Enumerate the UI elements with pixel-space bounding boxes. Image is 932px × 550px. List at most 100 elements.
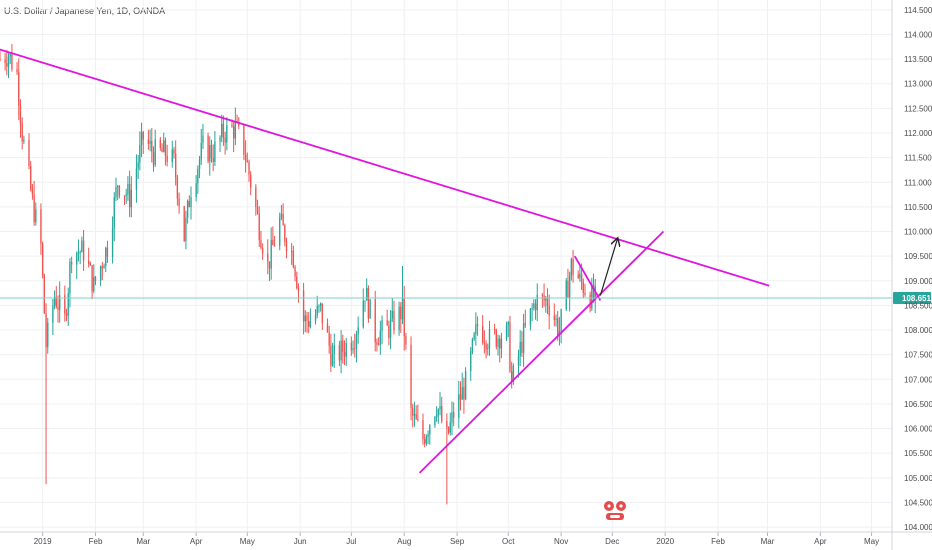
candle <box>568 271 571 312</box>
chart-title: U.S. Dollar / Japanese Yen, 1D, OANDA <box>4 6 166 16</box>
candle-body <box>475 324 477 334</box>
candle <box>244 140 247 173</box>
candle <box>9 52 11 64</box>
candle <box>429 423 431 445</box>
candle-body <box>210 144 213 158</box>
candle <box>366 278 368 301</box>
candle <box>417 404 419 422</box>
candle-body <box>140 132 143 145</box>
candle <box>115 177 117 202</box>
candle-body <box>417 419 419 421</box>
candle <box>273 236 276 247</box>
candle-body <box>45 313 47 348</box>
candle-body <box>260 240 262 248</box>
candle-body <box>464 371 467 400</box>
candle <box>290 243 293 265</box>
candle-body <box>473 333 475 340</box>
candle <box>488 320 491 356</box>
candle <box>565 277 567 312</box>
candle-body <box>93 276 95 292</box>
candle-body <box>338 345 341 361</box>
candle-body <box>35 209 37 223</box>
candle-body <box>517 355 520 366</box>
candle <box>579 266 581 282</box>
candle <box>357 316 359 344</box>
candle <box>159 136 162 151</box>
candle <box>70 256 73 274</box>
candle <box>379 320 382 355</box>
candle-body <box>487 348 489 350</box>
candle <box>76 251 78 280</box>
candle-body <box>471 339 474 352</box>
candle-body <box>243 125 245 155</box>
candle <box>284 223 286 247</box>
x-tick-label: Apr <box>190 537 203 546</box>
candle-body <box>533 303 535 309</box>
x-tick-label: May <box>240 537 255 546</box>
candle-body <box>89 264 92 266</box>
candle-body <box>437 409 440 415</box>
candle <box>19 99 22 138</box>
candle-body <box>186 200 189 218</box>
candle-body <box>190 197 192 207</box>
candle-body <box>509 322 511 372</box>
candle-body <box>318 305 320 307</box>
candle <box>326 318 329 333</box>
y-tick-label: 111.000 <box>904 178 932 187</box>
candle-body <box>560 309 562 331</box>
drawings: 108.651 <box>0 48 931 474</box>
x-tick-label: 2020 <box>656 537 674 546</box>
candle-body <box>163 140 165 152</box>
current-price-badge <box>893 291 931 304</box>
candle <box>43 273 46 315</box>
candle <box>45 303 47 485</box>
candle-body <box>364 300 366 302</box>
candle <box>560 308 562 344</box>
candle-body <box>584 292 586 295</box>
candle <box>594 278 596 314</box>
candle-body <box>470 351 472 372</box>
candle-body <box>316 306 318 316</box>
candle-body <box>4 59 6 64</box>
y-tick-label: 108.500 <box>904 301 932 310</box>
candle <box>463 377 465 414</box>
candle <box>6 50 8 76</box>
candle <box>401 266 404 324</box>
candle-body <box>9 53 11 57</box>
y-tick-label: 112.000 <box>904 129 932 138</box>
candle-body <box>115 187 117 198</box>
candle-body <box>522 323 525 353</box>
x-tick-label: Mar <box>136 537 150 546</box>
candle-body <box>553 315 555 320</box>
candle <box>82 230 85 271</box>
y-tick-label: 114.500 <box>904 6 932 15</box>
candle-body <box>47 322 49 348</box>
candle-body <box>135 168 138 190</box>
candle-body <box>16 69 18 73</box>
candle <box>441 396 443 424</box>
y-tick-label: 110.500 <box>904 203 932 212</box>
candle-body <box>214 141 216 162</box>
candle-body <box>18 72 20 106</box>
trendline <box>0 48 770 287</box>
candle-body <box>40 209 42 244</box>
candle-body <box>393 310 395 331</box>
candle-body <box>499 338 501 349</box>
candle <box>226 117 228 151</box>
candle-body <box>88 260 90 265</box>
candle-body <box>446 421 448 428</box>
candle <box>546 288 549 315</box>
candlesticks <box>0 43 596 505</box>
candle-body <box>493 329 496 331</box>
candle <box>292 245 295 269</box>
candle <box>434 415 436 428</box>
candle <box>272 226 274 246</box>
candle <box>458 380 460 429</box>
candle-body <box>568 275 571 298</box>
candle <box>52 299 54 336</box>
candle-body <box>69 262 71 294</box>
candle <box>388 320 390 346</box>
candle-body <box>592 284 595 299</box>
candle <box>487 343 489 356</box>
